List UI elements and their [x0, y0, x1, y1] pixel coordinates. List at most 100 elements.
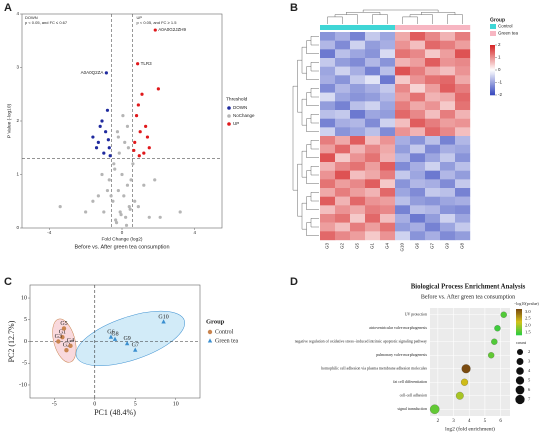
heat-cell — [380, 179, 396, 189]
legend-marker — [227, 114, 231, 118]
x-tick-label: 2 — [437, 419, 440, 424]
heat-cell — [410, 49, 426, 59]
heat-cell — [350, 222, 366, 232]
legend-label: Control — [498, 24, 513, 29]
heat-cell — [410, 153, 426, 163]
colorbar — [516, 320, 522, 322]
legend-marker — [207, 329, 213, 335]
dendrogram — [306, 196, 319, 210]
point — [123, 140, 127, 144]
heat-cell — [455, 110, 471, 119]
heat-cell — [380, 58, 396, 67]
x-tick-label: 10 — [173, 401, 179, 407]
point-label: G4 — [67, 338, 74, 344]
heat-cell — [335, 179, 351, 189]
heat-cell — [335, 231, 351, 241]
heat-cell — [425, 196, 441, 206]
legend-marker — [207, 338, 213, 343]
colorbar — [490, 47, 495, 50]
point — [112, 162, 116, 166]
colorbar — [516, 315, 522, 318]
x-axis-label: Fold Change (log2) — [101, 236, 142, 242]
heat-cell — [350, 127, 366, 137]
column-label: G2 — [340, 243, 345, 250]
point — [60, 334, 65, 340]
heat-cell — [335, 92, 351, 102]
point — [102, 151, 106, 155]
point — [133, 140, 137, 144]
point — [115, 130, 120, 134]
heat-cell — [395, 222, 411, 232]
heat-cell — [440, 214, 456, 223]
heat-cell — [365, 110, 381, 119]
point — [108, 154, 112, 158]
heat-cell — [365, 196, 381, 206]
size-legend-dot — [516, 348, 524, 356]
heat-cell — [320, 231, 336, 241]
group-bar — [410, 25, 426, 30]
colorbar — [490, 82, 495, 85]
colorbar — [490, 73, 495, 76]
colorbar — [490, 50, 495, 52]
size-legend-label: 6 — [528, 387, 531, 392]
heat-cell — [365, 214, 381, 223]
colorbar — [490, 65, 495, 67]
point — [121, 114, 125, 118]
colorbar — [490, 60, 495, 62]
dendrogram — [306, 144, 319, 158]
point — [117, 151, 121, 155]
point — [122, 194, 126, 198]
y-tick-label: -10 — [19, 382, 27, 388]
heat-cell — [425, 118, 441, 128]
colorbar — [516, 311, 522, 313]
point-label: G2 — [63, 343, 70, 349]
legend-marker — [227, 122, 231, 126]
panel-letter: C — [4, 276, 12, 288]
dendrogram — [306, 92, 319, 106]
colorbar — [516, 323, 522, 325]
point — [56, 339, 61, 344]
heat-cell — [395, 205, 411, 215]
heat-cell — [320, 214, 336, 223]
dendrogram — [306, 170, 319, 184]
point — [140, 92, 144, 96]
heat-cell — [350, 196, 366, 206]
heat-cell — [425, 92, 441, 102]
heat-cell — [455, 214, 471, 223]
heat-cell — [335, 110, 351, 119]
column-label: G8 — [460, 243, 465, 250]
colorbar — [490, 52, 495, 55]
point — [147, 146, 151, 150]
colorbar — [516, 322, 522, 325]
point — [133, 199, 137, 203]
heat-cell — [395, 66, 411, 76]
point — [102, 210, 106, 214]
heat-cell — [455, 179, 471, 189]
heat-cell — [335, 66, 351, 76]
colorbar — [490, 53, 495, 56]
dot — [461, 364, 471, 374]
heat-cell — [410, 75, 426, 85]
heat-cell — [425, 188, 441, 197]
legend-label: Control — [215, 329, 234, 335]
legend-label: Green tea — [215, 338, 238, 344]
colorbar — [490, 75, 495, 77]
heat-cell — [440, 101, 456, 111]
heat-cell — [425, 75, 441, 85]
point — [129, 178, 133, 182]
heat-cell — [440, 32, 456, 41]
confidence-ellipse — [52, 318, 77, 363]
heat-cell — [350, 49, 366, 59]
heat-cell — [455, 188, 471, 197]
heat-cell — [440, 127, 456, 137]
point — [116, 135, 120, 139]
heat-cell — [440, 49, 456, 59]
dendrogram — [310, 218, 319, 228]
y-tick-label: 5 — [24, 317, 27, 323]
heat-cell — [425, 136, 441, 145]
point-label: TLR3 — [141, 61, 153, 66]
heat-cell — [395, 118, 411, 128]
x-tick-label: 0 — [121, 230, 124, 235]
dendrogram — [310, 140, 319, 150]
heat-cell — [335, 84, 351, 93]
